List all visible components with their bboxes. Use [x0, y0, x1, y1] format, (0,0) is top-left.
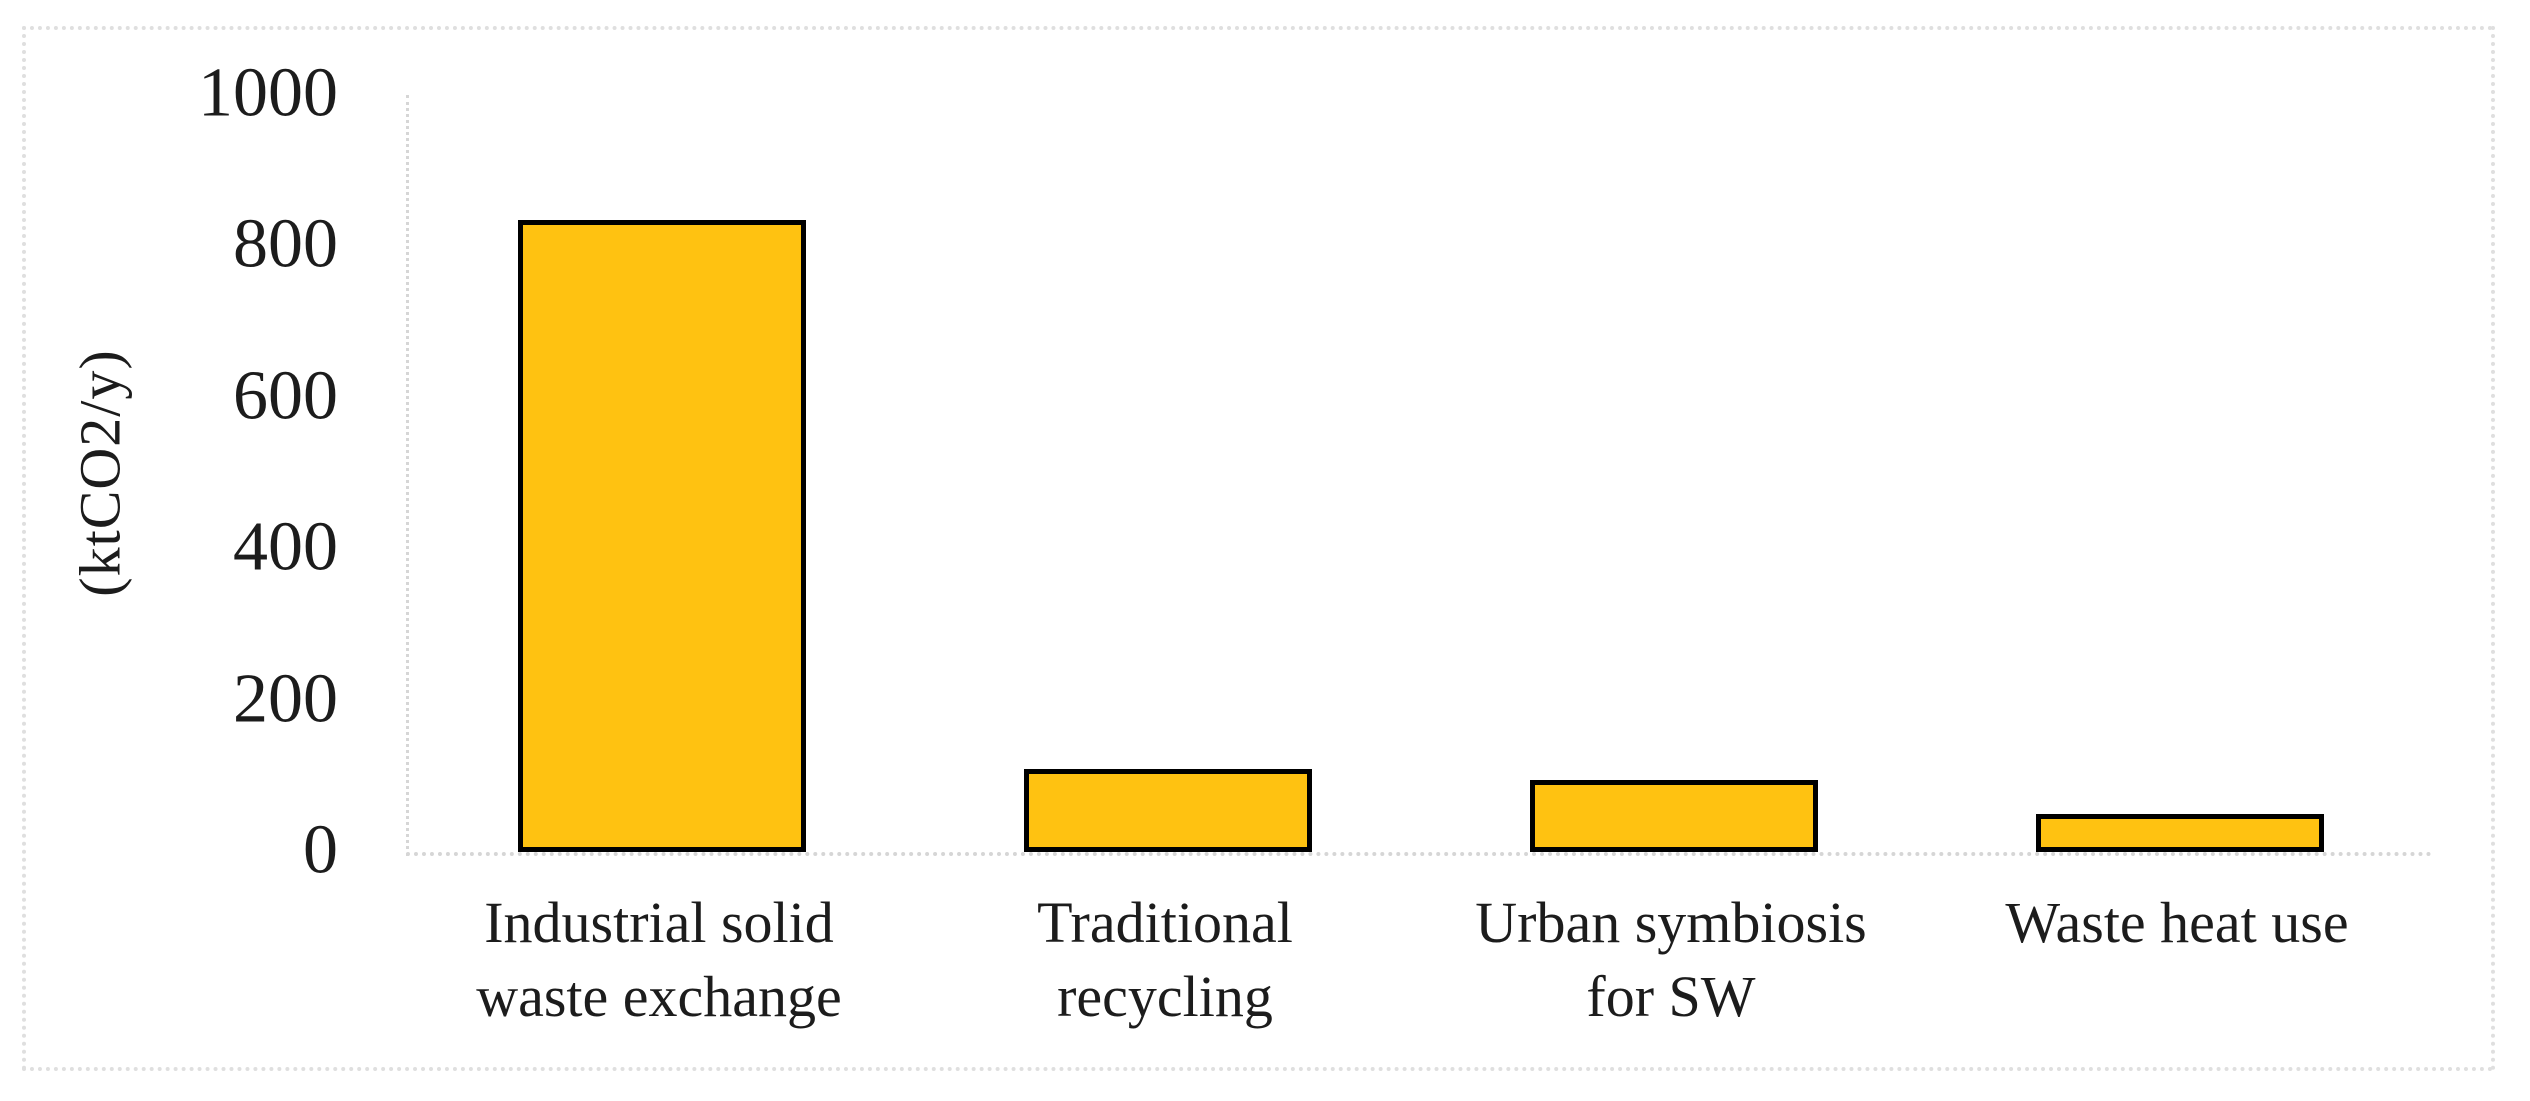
bar-industrial-solid-waste-exchange: [517, 220, 807, 852]
x-label-urban-symbiosis-for-sw: Urban symbiosis for SW: [1475, 890, 1867, 1029]
y-tick-label-0: 0: [303, 811, 338, 889]
bar-slot-4: [1927, 95, 2433, 852]
x-axis-category-labels: Industrial solid waste exchange Tradition…: [406, 886, 2430, 1034]
y-tick-label-1000: 1000: [198, 54, 338, 132]
y-tick-label-800: 800: [233, 205, 338, 283]
y-tick-label-600: 600: [233, 357, 338, 435]
y-axis-tick-labels: 0 200 400 600 800 1000: [0, 0, 338, 1101]
bar-slot-2: [915, 95, 1421, 852]
bar-waste-heat-use: [2035, 814, 2325, 852]
x-label-industrial-solid-waste-exchange: Industrial solid waste exchange: [476, 890, 842, 1029]
x-label-traditional-recycling: Traditional recycling: [1037, 890, 1293, 1029]
bar-traditional-recycling: [1023, 769, 1313, 852]
bar-slot-3: [1421, 95, 1927, 852]
plot-area: [406, 95, 2433, 856]
y-tick-label-200: 200: [233, 660, 338, 738]
y-tick-label-400: 400: [233, 508, 338, 586]
bar-urban-symbiosis-for-sw: [1529, 780, 1819, 852]
chart-frame: [22, 26, 2495, 1071]
x-label-waste-heat-use: Waste heat use: [2005, 890, 2349, 955]
bar-slot-1: [409, 95, 915, 852]
